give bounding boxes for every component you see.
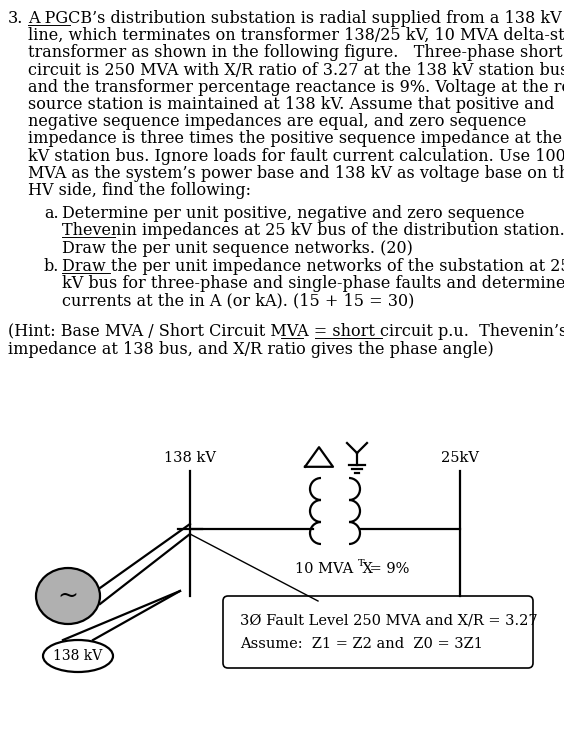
Text: circuit is 250 MVA with X/R ratio of 3.27 at the 138 kV station bus: circuit is 250 MVA with X/R ratio of 3.2… bbox=[28, 62, 564, 79]
Text: 138 kV: 138 kV bbox=[164, 451, 216, 465]
Text: impedance is three times the positive sequence impedance at the 138: impedance is three times the positive se… bbox=[28, 131, 564, 147]
Text: 3.: 3. bbox=[8, 10, 23, 27]
Text: and the transformer percentage reactance is 9%. Voltage at the remote: and the transformer percentage reactance… bbox=[28, 79, 564, 96]
Text: ~: ~ bbox=[58, 584, 78, 608]
Text: (Hint: Base MVA / Short Circuit MVA = short circuit p.u.  Thevenin’s: (Hint: Base MVA / Short Circuit MVA = sh… bbox=[8, 324, 564, 340]
FancyBboxPatch shape bbox=[223, 596, 533, 668]
Text: Draw the per unit sequence networks. (20): Draw the per unit sequence networks. (20… bbox=[62, 240, 413, 257]
Text: source station is maintained at 138 kV. Assume that positive and: source station is maintained at 138 kV. … bbox=[28, 96, 554, 113]
Text: = 9%: = 9% bbox=[365, 562, 409, 576]
Text: 25kV: 25kV bbox=[441, 451, 479, 465]
Text: b.: b. bbox=[44, 258, 59, 275]
Text: 138 kV: 138 kV bbox=[54, 649, 103, 663]
Text: kV station bus. Ignore loads for fault current calculation. Use 100: kV station bus. Ignore loads for fault c… bbox=[28, 148, 564, 164]
Text: HV side, find the following:: HV side, find the following: bbox=[28, 182, 251, 199]
Text: 10 MVA  X: 10 MVA X bbox=[295, 562, 373, 576]
Text: impedance at 138 bus, and X/R ratio gives the phase angle): impedance at 138 bus, and X/R ratio give… bbox=[8, 341, 494, 357]
Text: MVA as the system’s power base and 138 kV as voltage base on the: MVA as the system’s power base and 138 k… bbox=[28, 164, 564, 182]
Text: a.: a. bbox=[44, 205, 59, 222]
Text: kV bus for three-phase and single-phase faults and determine: kV bus for three-phase and single-phase … bbox=[62, 275, 564, 292]
Ellipse shape bbox=[36, 568, 100, 624]
Text: Determine per unit positive, negative and zero sequence: Determine per unit positive, negative an… bbox=[62, 205, 525, 222]
Text: line, which terminates on transformer 138/25 kV, 10 MVA delta-star: line, which terminates on transformer 13… bbox=[28, 27, 564, 44]
Text: negative sequence impedances are equal, and zero sequence: negative sequence impedances are equal, … bbox=[28, 113, 526, 130]
Text: Thevenin impedances at 25 kV bus of the distribution station.: Thevenin impedances at 25 kV bus of the … bbox=[62, 222, 564, 240]
Text: 3Ø Fault Level 250 MVA and X/R = 3.27: 3Ø Fault Level 250 MVA and X/R = 3.27 bbox=[240, 613, 537, 627]
Text: T: T bbox=[358, 559, 364, 568]
Text: transformer as shown in the following figure.   Three-phase short: transformer as shown in the following fi… bbox=[28, 44, 562, 62]
Text: Assume:  Z1 = Z2 and  Z0 = 3Z1: Assume: Z1 = Z2 and Z0 = 3Z1 bbox=[240, 637, 483, 651]
Text: A PGCB’s distribution substation is radial supplied from a 138 kV: A PGCB’s distribution substation is radi… bbox=[28, 10, 562, 27]
Text: currents at the in A (or kA). (15 + 15 = 30): currents at the in A (or kA). (15 + 15 =… bbox=[62, 292, 415, 309]
Text: Draw the per unit impedance networks of the substation at 25: Draw the per unit impedance networks of … bbox=[62, 258, 564, 275]
Ellipse shape bbox=[43, 640, 113, 672]
